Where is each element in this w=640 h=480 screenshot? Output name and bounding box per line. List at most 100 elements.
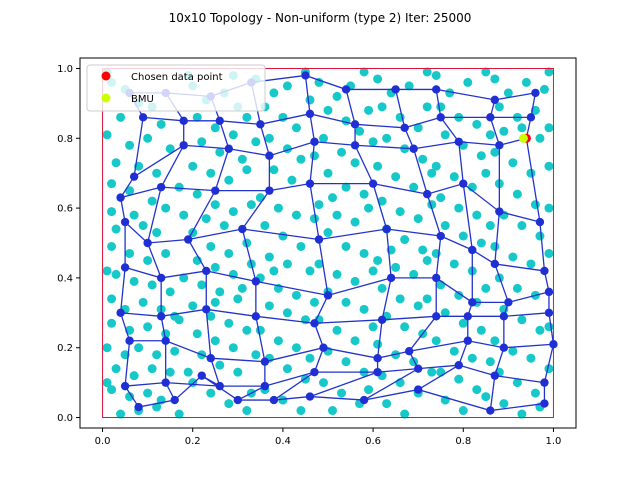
data-point	[291, 210, 301, 220]
som-neuron	[400, 123, 409, 133]
data-point	[314, 200, 324, 210]
data-point	[454, 290, 464, 300]
data-point	[544, 161, 554, 171]
som-neuron	[260, 381, 270, 391]
legend: Chosen data point BMU	[86, 64, 266, 112]
som-neuron	[251, 312, 261, 321]
data-point	[332, 269, 342, 279]
data-point	[129, 276, 139, 286]
data-point	[490, 241, 500, 251]
som-neuron	[544, 287, 554, 297]
data-point	[449, 346, 459, 356]
data-point	[228, 130, 238, 140]
som-neuron	[436, 231, 445, 241]
data-point	[129, 371, 139, 381]
x-tick-label: 0.4	[275, 436, 291, 447]
data-point	[328, 193, 338, 203]
data-point	[116, 112, 126, 122]
data-point	[535, 133, 545, 143]
data-point	[436, 193, 446, 203]
data-point	[251, 137, 261, 147]
data-point	[111, 224, 121, 234]
data-point	[512, 189, 522, 199]
data-point	[472, 385, 482, 395]
som-col-line	[273, 75, 329, 401]
data-point	[246, 200, 256, 210]
data-point	[143, 133, 153, 143]
data-point	[400, 235, 410, 245]
som-neuron	[305, 109, 315, 119]
data-point	[143, 388, 153, 398]
som-neuron	[382, 224, 391, 234]
som-neuron	[224, 144, 233, 153]
data-point	[422, 255, 432, 265]
data-point	[282, 81, 292, 91]
data-point	[305, 95, 315, 105]
data-point	[323, 228, 333, 238]
data-point	[242, 238, 252, 248]
data-point	[454, 374, 464, 384]
som-col-line	[146, 92, 185, 401]
som-neuron	[143, 238, 152, 248]
data-point	[364, 203, 374, 213]
data-point	[521, 77, 531, 87]
data-point	[228, 343, 238, 353]
data-point	[377, 196, 387, 206]
data-point	[210, 200, 220, 210]
y-tick-label: 0.0	[57, 413, 73, 424]
som-neuron	[116, 308, 125, 318]
data-point	[197, 137, 207, 147]
data-point	[544, 248, 554, 258]
som-neuron	[377, 315, 387, 324]
som-neuron	[404, 347, 414, 356]
data-point	[328, 406, 338, 416]
som-neuron	[305, 179, 315, 188]
som-neuron	[495, 141, 504, 150]
data-point	[107, 241, 117, 251]
data-point	[382, 399, 392, 409]
data-point	[400, 409, 410, 419]
data-point	[359, 189, 369, 199]
data-point	[544, 203, 554, 213]
data-point	[224, 248, 234, 258]
data-point	[224, 318, 234, 328]
data-point	[332, 91, 342, 101]
data-point	[215, 147, 225, 157]
data-point	[260, 221, 270, 231]
data-point	[481, 392, 491, 402]
data-point	[364, 105, 374, 115]
data-point	[359, 67, 369, 77]
som-row-line	[125, 364, 545, 387]
data-point	[341, 182, 351, 192]
data-point	[499, 399, 509, 409]
data-point	[458, 231, 468, 241]
data-point	[341, 297, 351, 307]
data-point	[291, 290, 301, 300]
data-point	[125, 186, 135, 196]
data-point	[296, 406, 306, 416]
data-point	[508, 346, 518, 356]
data-point	[544, 123, 554, 133]
data-point	[337, 147, 347, 157]
data-point	[359, 248, 369, 258]
som-neuron	[432, 85, 441, 94]
som-neuron	[373, 367, 382, 377]
data-point	[210, 336, 220, 346]
som-neuron	[413, 385, 423, 394]
som-neuron	[215, 381, 224, 391]
data-point	[427, 367, 437, 377]
data-point	[409, 182, 419, 192]
som-neuron	[238, 224, 247, 234]
data-point	[318, 133, 328, 143]
data-point	[490, 74, 500, 84]
data-point	[111, 364, 121, 374]
data-point	[368, 137, 378, 147]
data-point	[269, 165, 279, 175]
data-point	[197, 280, 207, 290]
data-point	[174, 409, 184, 419]
data-point	[237, 283, 247, 293]
y-tick-label: 0.6	[57, 204, 73, 215]
som-neuron	[468, 245, 477, 255]
data-point	[264, 252, 274, 262]
data-point	[291, 343, 301, 353]
